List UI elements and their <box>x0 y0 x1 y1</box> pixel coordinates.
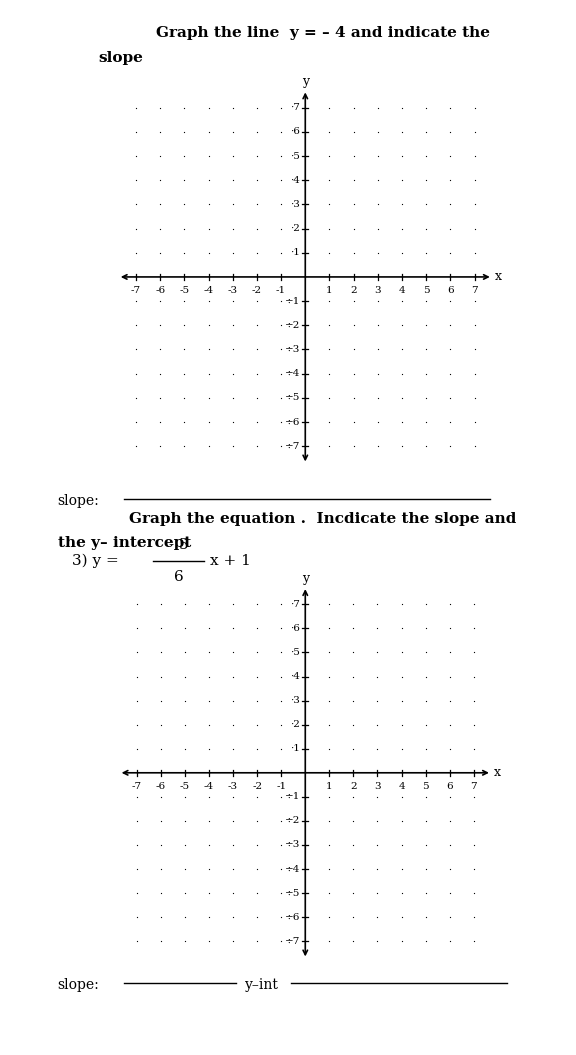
Text: -6: -6 <box>155 286 165 295</box>
Text: ·6: ·6 <box>290 128 300 136</box>
Text: -5: -5 <box>179 286 190 295</box>
Text: -4: -4 <box>204 782 214 791</box>
Text: ÷6: ÷6 <box>285 913 300 922</box>
Text: -7: -7 <box>131 286 141 295</box>
Text: x: x <box>494 766 501 780</box>
Text: y–int: y–int <box>245 978 279 992</box>
Text: - 5: - 5 <box>169 538 188 552</box>
Text: ·2: ·2 <box>290 224 300 233</box>
Text: -4: -4 <box>203 286 214 295</box>
Text: ·7: ·7 <box>290 103 300 112</box>
Text: 7: 7 <box>471 782 477 791</box>
Text: ·6: ·6 <box>290 624 300 633</box>
Text: ÷1: ÷1 <box>285 792 300 802</box>
Text: ÷7: ÷7 <box>285 937 300 945</box>
Text: 7: 7 <box>471 286 478 295</box>
Text: -6: -6 <box>156 782 166 791</box>
Text: ·2: ·2 <box>290 721 300 729</box>
Text: 6: 6 <box>174 570 183 583</box>
Text: 4: 4 <box>399 286 406 295</box>
Text: -2: -2 <box>252 286 262 295</box>
Text: 6: 6 <box>447 286 454 295</box>
Text: x: x <box>494 270 501 284</box>
Text: ·3: ·3 <box>290 696 300 705</box>
Text: x + 1: x + 1 <box>210 554 251 569</box>
Text: ·7: ·7 <box>290 600 300 609</box>
Text: the y– intercept: the y– intercept <box>58 536 191 550</box>
Text: 3: 3 <box>374 782 381 791</box>
Text: 3: 3 <box>374 286 381 295</box>
Text: Graph the line  y = – 4 and indicate the: Graph the line y = – 4 and indicate the <box>156 26 490 40</box>
Text: 5: 5 <box>423 286 430 295</box>
Text: ·1: ·1 <box>290 248 300 257</box>
Text: ÷1: ÷1 <box>285 296 300 306</box>
Text: ÷2: ÷2 <box>285 817 300 825</box>
Text: 4: 4 <box>398 782 405 791</box>
Text: ÷3: ÷3 <box>285 345 300 354</box>
Text: ·5: ·5 <box>290 648 300 657</box>
Text: 3) y =: 3) y = <box>72 554 119 569</box>
Text: -3: -3 <box>228 782 238 791</box>
Text: ·3: ·3 <box>290 199 300 209</box>
Text: ÷5: ÷5 <box>285 888 300 898</box>
Text: 1: 1 <box>326 782 333 791</box>
Text: -5: -5 <box>180 782 190 791</box>
Text: ·4: ·4 <box>290 672 300 682</box>
Text: 5: 5 <box>422 782 429 791</box>
Text: ÷5: ÷5 <box>285 394 300 402</box>
Text: -1: -1 <box>276 782 286 791</box>
Text: -3: -3 <box>228 286 238 295</box>
Text: ÷4: ÷4 <box>285 369 300 378</box>
Text: -2: -2 <box>252 782 262 791</box>
Text: slope: slope <box>98 51 143 64</box>
Text: slope:: slope: <box>58 494 99 507</box>
Text: ÷3: ÷3 <box>285 841 300 849</box>
Text: ÷7: ÷7 <box>285 442 300 450</box>
Text: -1: -1 <box>276 286 286 295</box>
Text: 6: 6 <box>446 782 453 791</box>
Text: y: y <box>302 572 309 584</box>
Text: slope:: slope: <box>58 978 99 992</box>
Text: ÷6: ÷6 <box>285 418 300 426</box>
Text: ÷2: ÷2 <box>285 321 300 330</box>
Text: ·5: ·5 <box>290 152 300 160</box>
Text: Graph the equation .  Incdicate the slope and: Graph the equation . Incdicate the slope… <box>129 512 516 525</box>
Text: y: y <box>302 75 309 88</box>
Text: -7: -7 <box>132 782 142 791</box>
Text: ·4: ·4 <box>290 176 300 185</box>
Text: ÷4: ÷4 <box>285 864 300 874</box>
Text: ·1: ·1 <box>290 744 300 753</box>
Text: 2: 2 <box>350 782 357 791</box>
Text: 1: 1 <box>326 286 333 295</box>
Text: 2: 2 <box>350 286 357 295</box>
